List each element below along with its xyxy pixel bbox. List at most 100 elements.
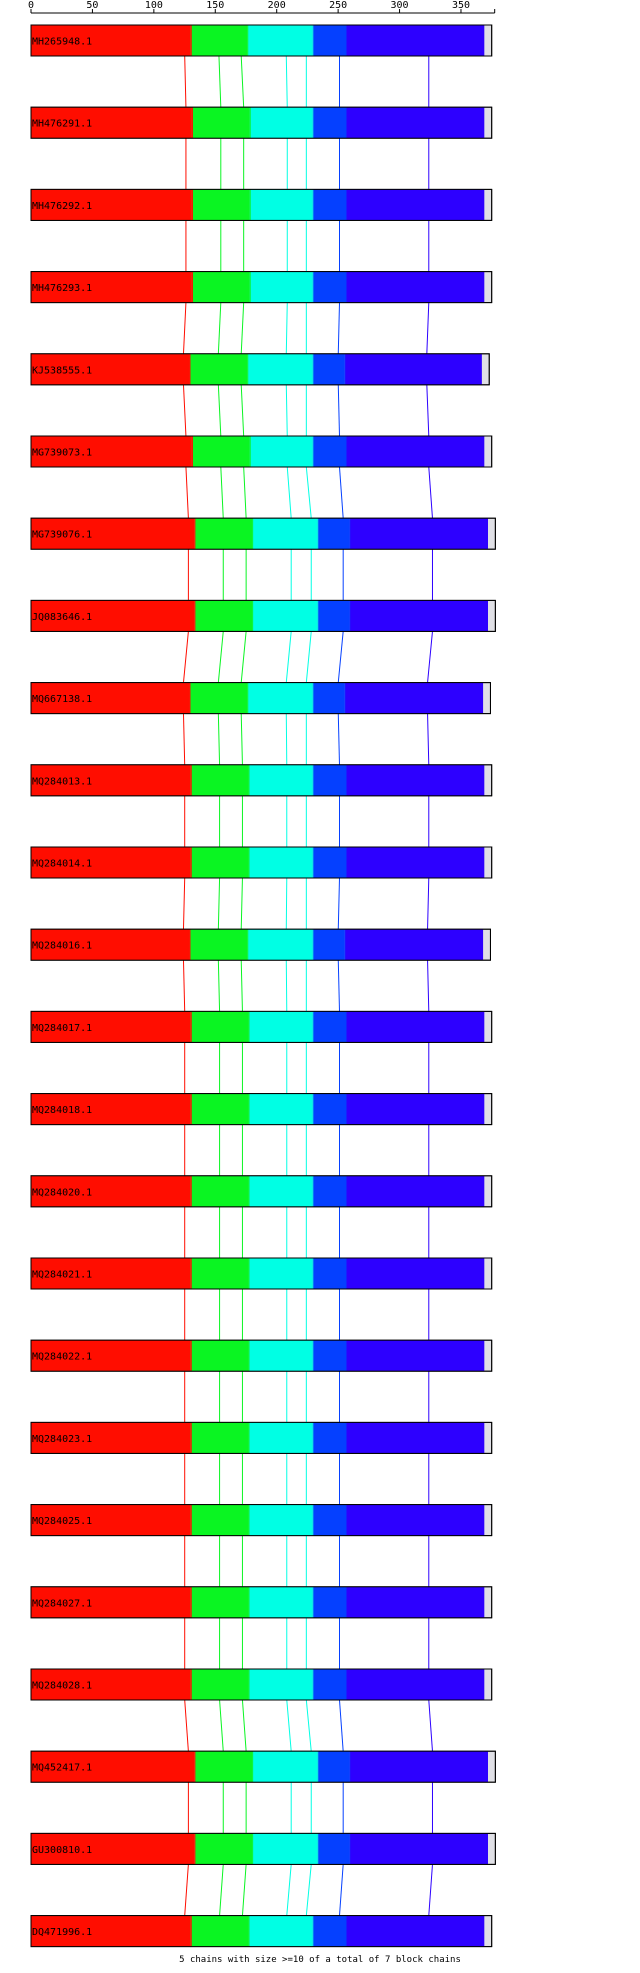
block-segment <box>345 765 484 796</box>
block-segment <box>194 518 252 549</box>
block-segment <box>191 847 249 878</box>
block-connector <box>339 1700 343 1751</box>
sequence-row: MH476293.1 <box>31 272 492 303</box>
block-segment <box>250 272 313 303</box>
axis-tick-label: 150 <box>206 0 224 11</box>
block-connector <box>429 1700 433 1751</box>
block-connector <box>241 56 243 107</box>
block-connector <box>306 1864 311 1915</box>
sequence-row: MQ452417.1 <box>31 1751 495 1782</box>
block-connectors <box>183 56 432 1916</box>
block-segment <box>191 765 249 796</box>
block-connector <box>185 56 186 107</box>
sequence-row: MQ284025.1 <box>31 1505 492 1536</box>
block-connector <box>287 467 291 518</box>
block-connector <box>338 878 339 929</box>
block-segment <box>192 189 250 220</box>
sequence-row: MQ284022.1 <box>31 1340 492 1371</box>
block-segment <box>312 1340 345 1371</box>
block-segment <box>344 683 483 714</box>
block-connector <box>183 631 188 682</box>
block-connector <box>286 56 287 107</box>
sequence-name: MH265948.1 <box>32 37 92 48</box>
block-segment <box>247 25 312 56</box>
block-connector <box>428 960 429 1011</box>
block-connector <box>220 1700 224 1751</box>
block-connector <box>241 878 242 929</box>
block-segment <box>312 1011 345 1042</box>
block-segment <box>312 1587 345 1618</box>
block-connector <box>218 385 220 436</box>
block-connector <box>218 960 219 1011</box>
sequence-row: JQ083646.1 <box>31 600 495 631</box>
block-connector <box>427 303 429 354</box>
block-connector <box>306 467 311 518</box>
block-segment <box>344 929 483 960</box>
sequence-name: MH476291.1 <box>32 119 92 130</box>
sequence-row: MH265948.1 <box>31 25 492 56</box>
block-segment <box>250 107 313 138</box>
sequence-name: MQ284016.1 <box>32 941 92 952</box>
block-segment <box>250 436 313 467</box>
block-connector <box>241 303 243 354</box>
axis-tick-label: 50 <box>86 0 98 11</box>
sequence-name: JQ083646.1 <box>32 612 92 623</box>
block-segment <box>317 600 349 631</box>
block-connector <box>338 385 339 436</box>
block-segment <box>248 1505 312 1536</box>
sequence-name: MQ284028.1 <box>32 1681 92 1692</box>
block-segment <box>191 1094 249 1125</box>
block-segment <box>191 1587 249 1618</box>
block-connector <box>338 631 343 682</box>
block-segment <box>345 1094 484 1125</box>
sequence-name: MQ284014.1 <box>32 859 92 870</box>
block-segment <box>248 1258 312 1289</box>
block-connector <box>241 385 243 436</box>
sequence-name: MQ284022.1 <box>32 1352 92 1363</box>
block-segment <box>252 1751 317 1782</box>
block-connector <box>242 1700 246 1751</box>
block-segment <box>248 1916 312 1947</box>
block-segment <box>192 272 250 303</box>
block-segment <box>189 354 247 385</box>
sequence-name: MQ667138.1 <box>32 694 92 705</box>
sequence-name: MQ284027.1 <box>32 1598 92 1609</box>
block-connector <box>183 303 185 354</box>
block-segment <box>317 1751 349 1782</box>
block-connector <box>242 1864 246 1915</box>
block-connector <box>286 631 291 682</box>
block-segment <box>194 1751 252 1782</box>
block-segment <box>345 107 484 138</box>
block-connector <box>429 467 433 518</box>
sequence-name: MQ284017.1 <box>32 1023 92 1034</box>
block-connector <box>428 714 429 765</box>
block-connector <box>286 303 287 354</box>
sequence-name: MQ284023.1 <box>32 1434 92 1445</box>
block-connector <box>339 1864 343 1915</box>
block-segment <box>252 1833 317 1864</box>
block-segment <box>191 1505 249 1536</box>
block-segment <box>312 1669 345 1700</box>
block-connector <box>306 1700 311 1751</box>
summary-caption: 5 chains with size >=10 of a total of 7 … <box>179 1955 461 1965</box>
sequence-name: MQ284018.1 <box>32 1105 92 1116</box>
block-segment <box>345 1505 484 1536</box>
block-segment <box>248 1587 312 1618</box>
sequence-row: MG739073.1 <box>31 436 492 467</box>
block-connector <box>185 1700 189 1751</box>
block-segment <box>312 847 345 878</box>
block-segment <box>252 518 317 549</box>
sequence-row: MH476291.1 <box>31 107 492 138</box>
sequence-name: MQ284025.1 <box>32 1516 92 1527</box>
block-segment <box>345 1422 484 1453</box>
sequence-row: KJ538555.1 <box>31 354 489 385</box>
block-segment <box>317 1833 349 1864</box>
sequence-row: DQ471996.1 <box>31 1916 492 1947</box>
block-segment <box>349 1751 488 1782</box>
block-segment <box>248 1340 312 1371</box>
block-segment <box>345 1258 484 1289</box>
block-connector <box>183 385 185 436</box>
sequence-row: MQ284016.1 <box>31 929 490 960</box>
